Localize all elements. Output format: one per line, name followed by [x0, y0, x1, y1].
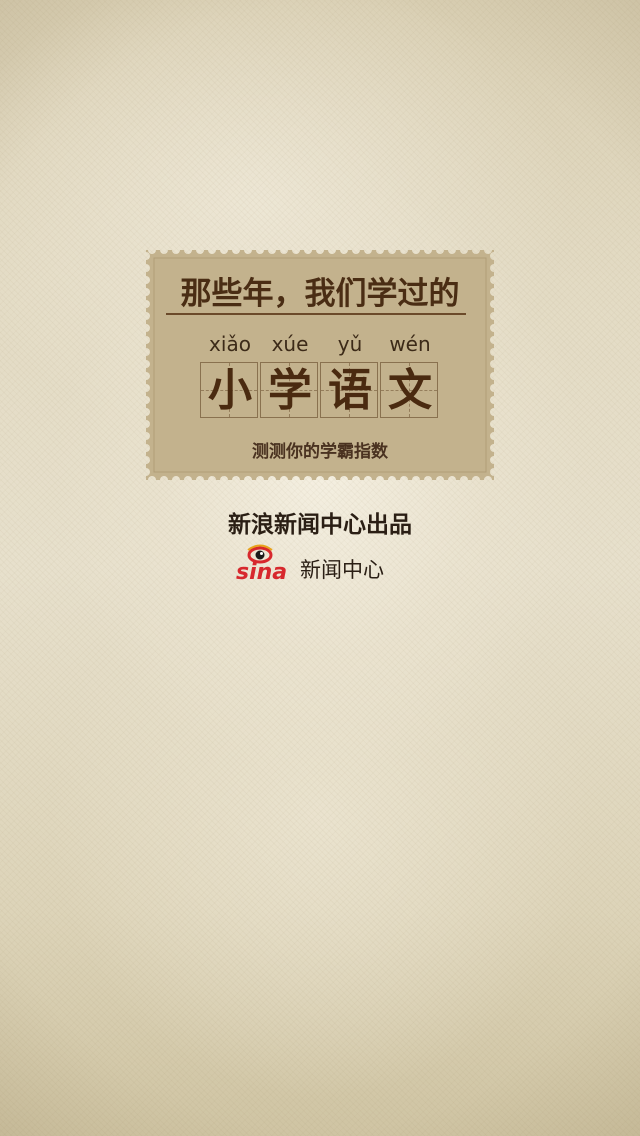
brand-lockup: sina 新闻中心: [234, 544, 414, 584]
char-xiao: 小: [208, 365, 252, 416]
character-grid: 小 学 语 文: [200, 362, 440, 420]
grid-cell-yu: 语: [320, 362, 378, 418]
pinyin-wen: wén: [389, 332, 431, 356]
pinyin-yu: yǔ: [337, 332, 363, 356]
grid-cell-wen: 文: [380, 362, 438, 418]
char-wen: 文: [388, 365, 432, 416]
sina-wordmark: sina: [236, 560, 287, 584]
pinyin-xue: xúe: [271, 332, 309, 356]
producer-credit: 新浪新闻中心出品: [228, 512, 412, 538]
brand-name: 新闻中心: [300, 558, 384, 582]
title-divider: [166, 313, 466, 315]
grid-cell-xue: 学: [260, 362, 318, 418]
card-title: 那些年，我们学过的: [180, 276, 460, 312]
pinyin-xiao: xiǎo: [209, 332, 251, 356]
pinyin-row: xiǎo xúe yǔ wén: [200, 332, 440, 358]
char-yu: 语: [328, 365, 372, 416]
char-xue: 学: [268, 365, 312, 416]
card-subtitle: 测测你的学霸指数: [252, 442, 388, 462]
grid-cell-xiao: 小: [200, 362, 258, 418]
sina-eye-logo-icon: sina: [236, 544, 287, 584]
